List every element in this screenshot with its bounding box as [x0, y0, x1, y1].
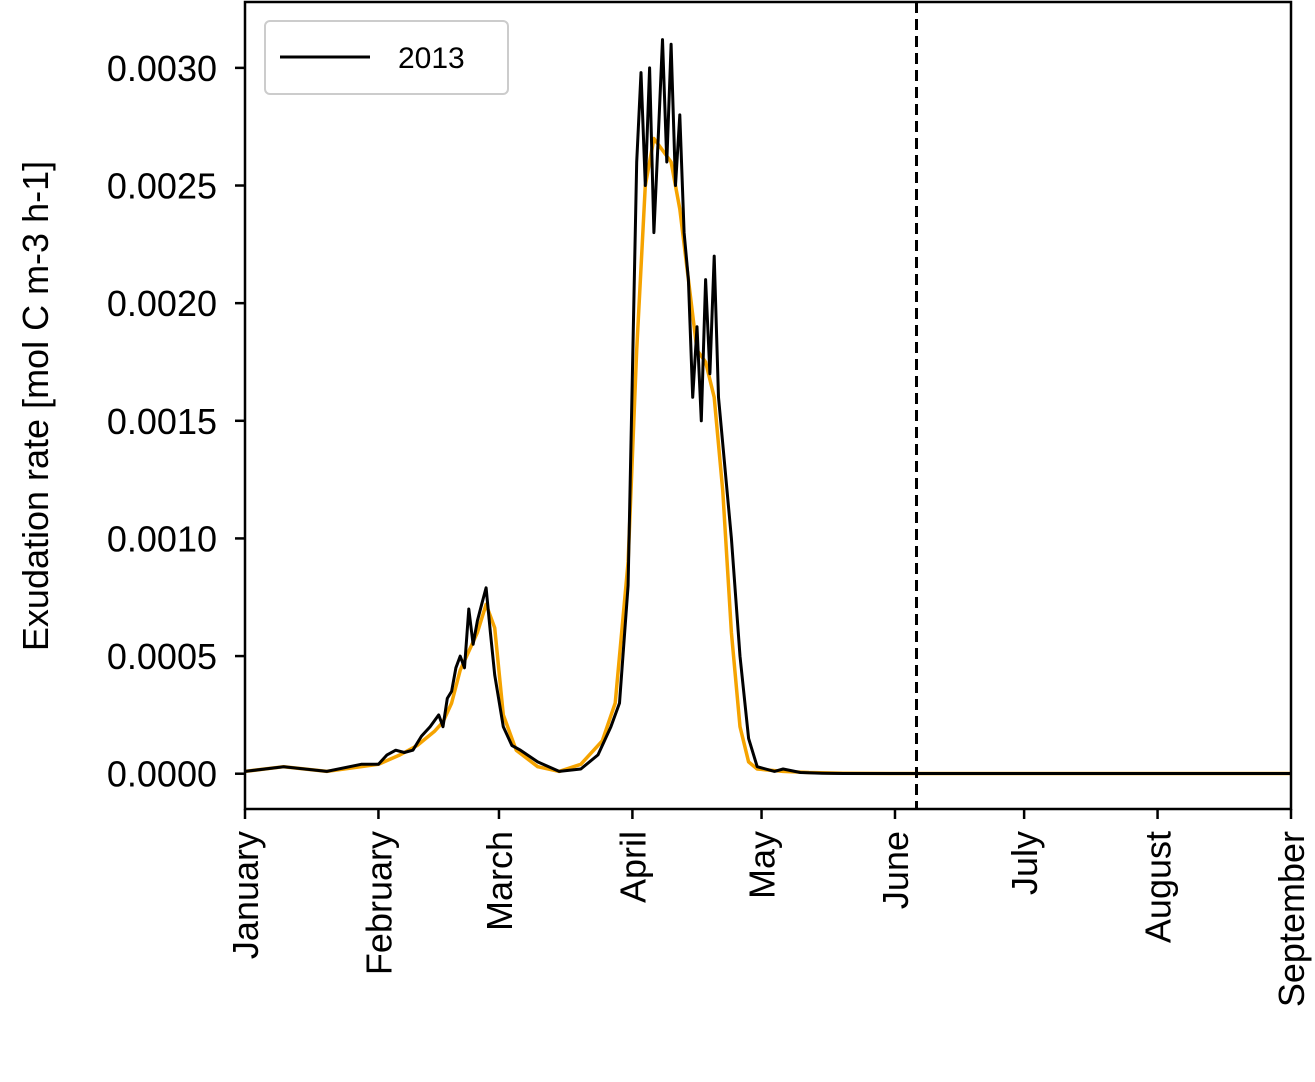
y-tick-label: 0.0005	[107, 636, 217, 677]
x-tick-label: March	[479, 831, 520, 931]
y-tick-label: 0.0025	[107, 166, 217, 207]
y-tick-label: 0.0000	[107, 754, 217, 795]
plot-frame	[243, 0, 1293, 811]
y-tick-label: 0.0015	[107, 401, 217, 442]
x-tick-label: April	[612, 831, 653, 903]
x-tick-label: May	[742, 831, 783, 899]
series-line-1	[245, 136, 1291, 776]
legend-box	[264, 20, 509, 95]
y-tick-label: 0.0030	[107, 48, 217, 89]
legend-label: 2013	[398, 42, 465, 75]
x-tick-label: February	[358, 831, 399, 975]
x-tick-label: June	[875, 831, 916, 909]
series-line-2013	[245, 38, 1291, 775]
x-tick-label: August	[1138, 831, 1179, 943]
y-axis-label: Exudation rate [mol C m-3 h-1]	[15, 161, 56, 651]
x-tick-label: January	[225, 831, 266, 959]
plot-layer: 0.0000 0.0005 0.0010 0.0015 0.0020 0.0025 0.00…	[107, 0, 1312, 1007]
x-tick-label: July	[1004, 831, 1045, 895]
y-tick-label: 0.0020	[107, 283, 217, 324]
y-tick-label: 0.0010	[107, 518, 217, 559]
x-tick-label: September	[1271, 831, 1312, 1007]
